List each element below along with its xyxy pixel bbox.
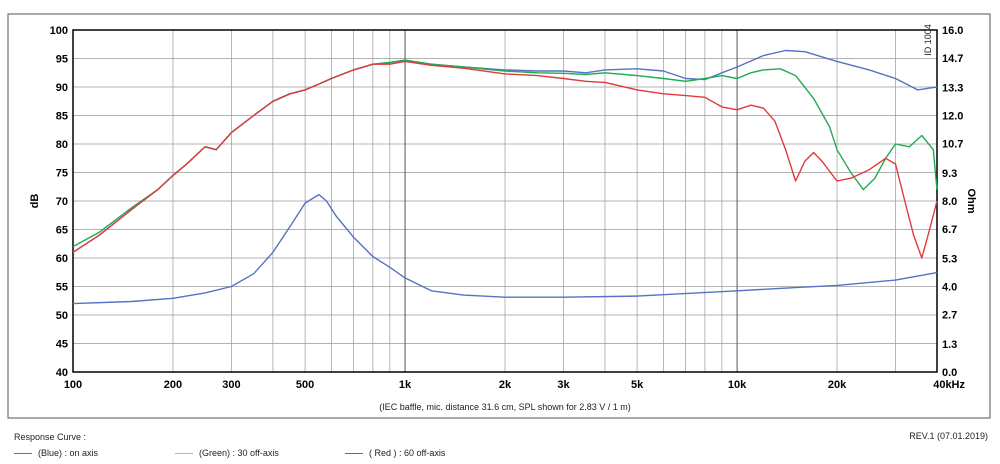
y-tick-label: 55: [56, 282, 68, 294]
legend-item-red: ( Red ) : 60 off-axis: [345, 448, 445, 458]
chart-caption: (IEC baffle, mic. distance 31.6 cm, SPL …: [379, 402, 631, 412]
y2-tick-label: 12.0: [942, 111, 963, 123]
x-tick-label: 40kHz: [933, 379, 965, 391]
x-tick-label: 200: [164, 379, 182, 391]
y-tick-label: 100: [50, 25, 68, 37]
legend-label-blue: (Blue) : on axis: [38, 448, 99, 458]
legend-item-blue: (Blue) : on axis: [14, 448, 98, 458]
y-axis-label: dB: [29, 194, 41, 209]
y-tick-label: 50: [56, 310, 68, 322]
y-tick-label: 75: [56, 168, 68, 180]
x-tick-label: 10k: [728, 379, 747, 391]
y2-tick-label: 2.7: [942, 309, 957, 321]
y-tick-label: 80: [56, 139, 68, 151]
y-tick-label: 45: [56, 339, 68, 351]
x-tick-label: 100: [64, 379, 82, 391]
legend-swatch-blue: [14, 453, 32, 455]
legend-swatch-red: [345, 453, 363, 455]
y2-tick-label: 6.7: [942, 224, 957, 236]
y-tick-label: 95: [56, 54, 68, 66]
y2-tick-label: 4.0: [942, 282, 957, 294]
y2-tick-label: 10.7: [942, 138, 963, 150]
y2-tick-label: 13.3: [942, 83, 963, 95]
legend-item-green: (Green) : 30 off-axis: [175, 448, 279, 458]
x-tick-label: 1k: [399, 379, 412, 391]
x-tick-label: 2k: [499, 379, 512, 391]
y2-tick-label: 16.0: [942, 25, 963, 37]
y-tick-label: 85: [56, 111, 68, 123]
x-tick-label: 3k: [557, 379, 570, 391]
series-group: [72, 49, 938, 305]
chart-frame: [7, 13, 991, 419]
y2-tick-label: 9.3: [942, 168, 957, 180]
y2-tick-label: 5.3: [942, 254, 957, 266]
tick-labels: 40 45 50 55 60 65 70 75 80 85 90 95 100 0.0 1.3 2.7 4.0 5…: [50, 25, 966, 391]
y2-tick-label: 0.0: [942, 367, 957, 379]
y-tick-label: 65: [56, 225, 68, 237]
series-line-impedance: [72, 193, 938, 305]
y-tick-label: 70: [56, 196, 68, 208]
legend-label-green: (Green) : 30 off-axis: [199, 448, 279, 458]
x-tick-label: 300: [222, 379, 240, 391]
y2-tick-label: 1.3: [942, 339, 957, 351]
legend-swatch-green: [175, 453, 193, 455]
x-tick-label: 5k: [631, 379, 644, 391]
legend-label-red: ( Red ) : 60 off-axis: [369, 448, 446, 458]
y-tick-label: 60: [56, 253, 68, 265]
y2-axis-label: Ohm: [965, 188, 977, 213]
legend-title: Response Curve :: [14, 432, 87, 442]
y-tick-label: 40: [56, 367, 68, 379]
revision-label: REV.1 (07.01.2019): [909, 431, 988, 441]
y2-tick-label: 14.7: [942, 53, 963, 65]
x-tick-label: 20k: [828, 379, 847, 391]
y-tick-label: 90: [56, 82, 68, 94]
corner-mark: ID 1004: [923, 24, 933, 56]
x-tick-label: 500: [296, 379, 314, 391]
y2-tick-label: 8.0: [942, 196, 957, 208]
series-line-60-off-axis: [72, 60, 938, 259]
